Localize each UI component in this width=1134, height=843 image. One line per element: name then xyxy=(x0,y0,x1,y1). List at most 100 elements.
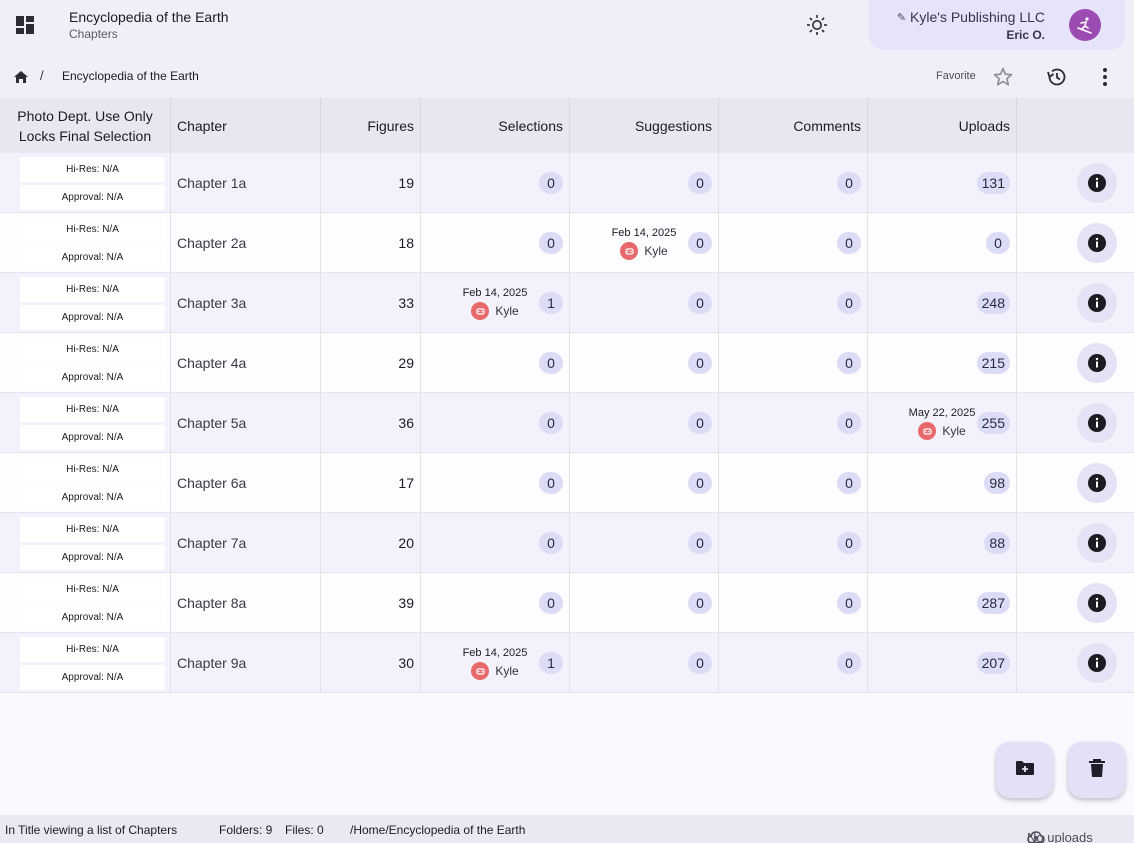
chapter-name[interactable]: Chapter 2a xyxy=(171,213,321,272)
table-row[interactable]: Hi-Res: N/A Approval: N/A Chapter 9a 30 Feb … xyxy=(0,633,1134,693)
comments-cell[interactable]: 0 xyxy=(719,333,868,392)
uploads-cell[interactable]: 88 xyxy=(868,513,1017,572)
user-avatar-icon xyxy=(471,662,490,680)
info-icon[interactable] xyxy=(1077,162,1117,203)
hires-status: Hi-Res: N/A xyxy=(20,577,165,602)
comments-cell[interactable]: 0 xyxy=(719,453,868,512)
header-figures[interactable]: Figures xyxy=(321,98,421,153)
chapter-name[interactable]: Chapter 9a xyxy=(171,633,321,692)
table-body: Hi-Res: N/A Approval: N/A Chapter 1a 19 0 0 0 1… xyxy=(0,153,1134,693)
suggestions-cell[interactable]: 0 xyxy=(570,393,719,452)
header-suggestions[interactable]: Suggestions xyxy=(570,98,719,153)
delete-button[interactable] xyxy=(1068,742,1125,798)
table-row[interactable]: Hi-Res: N/A Approval: N/A Chapter 6a 17 0 0 0 9… xyxy=(0,453,1134,513)
table-row[interactable]: Hi-Res: N/A Approval: N/A Chapter 1a 19 0 0 0 1… xyxy=(0,153,1134,213)
comments-cell[interactable]: 0 xyxy=(719,513,868,572)
status-files: Files: 0 xyxy=(285,823,324,837)
new-folder-button[interactable] xyxy=(996,742,1053,798)
selections-cell[interactable]: 0 xyxy=(421,213,570,272)
home-icon[interactable] xyxy=(13,69,29,85)
skier-icon[interactable] xyxy=(1069,9,1101,41)
header-comments[interactable]: Comments xyxy=(719,98,868,153)
suggestions-cell[interactable]: 0 xyxy=(570,633,719,692)
app-title: Encyclopedia of the Earth xyxy=(69,9,229,25)
selections-cell[interactable]: 0 xyxy=(421,153,570,212)
approval-status: Approval: N/A xyxy=(20,245,165,270)
info-icon[interactable] xyxy=(1077,342,1117,383)
breadcrumb-current[interactable]: Encyclopedia of the Earth xyxy=(62,69,199,83)
selections-cell[interactable]: Feb 14, 2025 Kyle 1 xyxy=(421,633,570,692)
uploads-cell[interactable]: 215 xyxy=(868,333,1017,392)
table-row[interactable]: Hi-Res: N/A Approval: N/A Chapter 5a 36 0 0 0 M… xyxy=(0,393,1134,453)
uploads-count-badge: 0 xyxy=(986,231,1010,254)
chapter-name[interactable]: Chapter 7a xyxy=(171,513,321,572)
chapter-name[interactable]: Chapter 3a xyxy=(171,273,321,332)
more-vert-icon[interactable] xyxy=(1093,65,1117,89)
history-icon[interactable] xyxy=(1045,65,1069,89)
account-chip[interactable]: ✎ Kyle's Publishing LLC Eric O. xyxy=(869,0,1125,50)
selections-cell[interactable]: 0 xyxy=(421,333,570,392)
header-locks[interactable]: Photo Dept. Use Only Locks Final Selecti… xyxy=(0,98,171,153)
suggestions-cell[interactable]: 0 xyxy=(570,453,719,512)
star-outline-icon[interactable] xyxy=(991,65,1015,89)
uploads-cell[interactable]: 131 xyxy=(868,153,1017,212)
info-icon[interactable] xyxy=(1077,462,1117,503)
selections-cell[interactable]: 0 xyxy=(421,393,570,452)
chapter-name[interactable]: Chapter 5a xyxy=(171,393,321,452)
user-avatar-icon xyxy=(918,422,937,440)
actions-cell xyxy=(1017,333,1134,392)
uploads-cell[interactable]: 98 xyxy=(868,453,1017,512)
suggestions-cell[interactable]: 0 xyxy=(570,573,719,632)
info-icon[interactable] xyxy=(1077,642,1117,683)
locks-cell: Hi-Res: N/A Approval: N/A xyxy=(0,633,171,692)
selections-cell[interactable]: 0 xyxy=(421,513,570,572)
uploads-cell[interactable]: May 22, 2025 Kyle 255 xyxy=(868,393,1017,452)
header-selections[interactable]: Selections xyxy=(421,98,570,153)
suggestions-cell[interactable]: 0 xyxy=(570,273,719,332)
chapter-name[interactable]: Chapter 1a xyxy=(171,153,321,212)
comments-cell[interactable]: 0 xyxy=(719,213,868,272)
table-row[interactable]: Hi-Res: N/A Approval: N/A Chapter 7a 20 0 0 0 8… xyxy=(0,513,1134,573)
info-icon[interactable] xyxy=(1077,522,1117,563)
selections-count-badge: 0 xyxy=(539,591,563,614)
table-row[interactable]: Hi-Res: N/A Approval: N/A Chapter 8a 39 0 0 0 2… xyxy=(0,573,1134,633)
uploads-cell[interactable]: 248 xyxy=(868,273,1017,332)
uploads-status-label: No uploads xyxy=(1027,830,1093,843)
comments-cell[interactable]: 0 xyxy=(719,633,868,692)
comments-count-badge: 0 xyxy=(837,231,861,254)
activity-user: Kyle xyxy=(902,422,982,440)
comments-cell[interactable]: 0 xyxy=(719,573,868,632)
figures-count: 33 xyxy=(321,273,421,332)
suggestions-cell[interactable]: 0 xyxy=(570,333,719,392)
table-row[interactable]: Hi-Res: N/A Approval: N/A Chapter 3a 33 Feb … xyxy=(0,273,1134,333)
selections-cell[interactable]: Feb 14, 2025 Kyle 1 xyxy=(421,273,570,332)
activity-user: Kyle xyxy=(455,302,535,320)
chapter-name[interactable]: Chapter 6a xyxy=(171,453,321,512)
table-row[interactable]: Hi-Res: N/A Approval: N/A Chapter 4a 29 0 0 0 2… xyxy=(0,333,1134,393)
comments-cell[interactable]: 0 xyxy=(719,273,868,332)
selections-count-badge: 0 xyxy=(539,411,563,434)
activity-user-name: Kyle xyxy=(495,664,519,678)
info-icon[interactable] xyxy=(1077,402,1117,443)
header-uploads[interactable]: Uploads xyxy=(868,98,1017,153)
header-chapter[interactable]: Chapter xyxy=(171,98,321,153)
selections-cell[interactable]: 0 xyxy=(421,573,570,632)
uploads-cell[interactable]: 0 xyxy=(868,213,1017,272)
uploads-cell[interactable]: 207 xyxy=(868,633,1017,692)
selections-cell[interactable]: 0 xyxy=(421,453,570,512)
last-activity: Feb 14, 2025 Kyle xyxy=(604,227,684,260)
info-icon[interactable] xyxy=(1077,582,1117,623)
sun-icon[interactable] xyxy=(804,12,830,38)
suggestions-cell[interactable]: 0 xyxy=(570,513,719,572)
chapter-name[interactable]: Chapter 4a xyxy=(171,333,321,392)
uploads-cell[interactable]: 287 xyxy=(868,573,1017,632)
suggestions-cell[interactable]: 0 xyxy=(570,153,719,212)
info-icon[interactable] xyxy=(1077,282,1117,323)
comments-cell[interactable]: 0 xyxy=(719,153,868,212)
table-row[interactable]: Hi-Res: N/A Approval: N/A Chapter 2a 18 0 Feb… xyxy=(0,213,1134,273)
comments-cell[interactable]: 0 xyxy=(719,393,868,452)
chapter-name[interactable]: Chapter 8a xyxy=(171,573,321,632)
suggestions-cell[interactable]: Feb 14, 2025 Kyle 0 xyxy=(570,213,719,272)
dashboard-icon[interactable] xyxy=(12,12,38,38)
info-icon[interactable] xyxy=(1077,222,1117,263)
